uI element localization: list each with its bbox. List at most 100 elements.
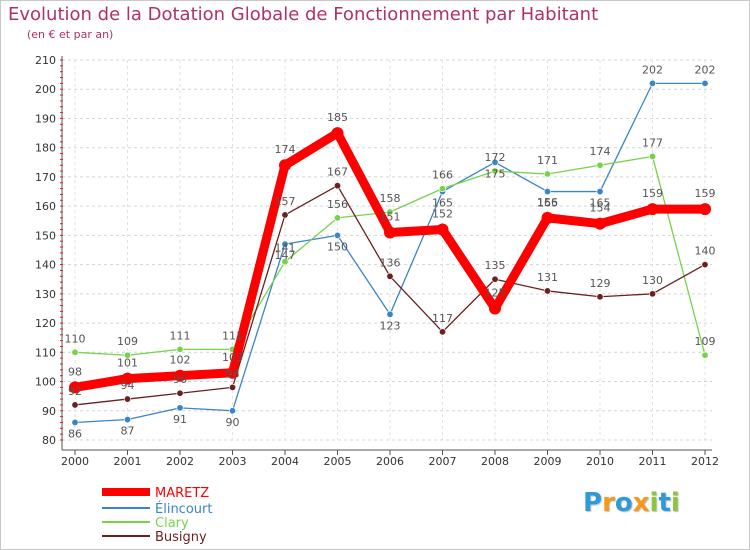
data-label-clary: 177 xyxy=(642,136,663,149)
data-label-busigny: 135 xyxy=(485,259,506,272)
y-tick-label: 200 xyxy=(35,83,56,96)
y-tick-label: 170 xyxy=(35,171,56,184)
data-point xyxy=(701,261,709,269)
data-point xyxy=(384,226,396,239)
data-point xyxy=(596,293,604,301)
data-point xyxy=(176,389,184,397)
data-label-busigny: 129 xyxy=(590,277,611,290)
data-point xyxy=(333,231,341,239)
data-point xyxy=(279,159,291,172)
data-label-elincourt: 165 xyxy=(432,197,453,210)
x-tick-label: 2000 xyxy=(61,455,89,468)
data-label-clary: 166 xyxy=(432,169,453,182)
y-tick-label: 120 xyxy=(35,317,56,330)
data-point xyxy=(491,167,499,175)
x-tick-label: 2002 xyxy=(166,455,194,468)
data-point xyxy=(438,328,446,336)
data-point xyxy=(596,161,604,169)
data-label-elincourt: 123 xyxy=(380,319,401,332)
x-tick-label: 2005 xyxy=(324,455,352,468)
x-tick-label: 2001 xyxy=(114,455,142,468)
data-point xyxy=(71,348,79,356)
data-label-clary: 172 xyxy=(485,151,506,164)
data-point xyxy=(333,214,341,222)
chart-title: Evolution de la Dotation Globale de Fonc… xyxy=(8,4,599,25)
y-tick-label: 130 xyxy=(35,288,56,301)
data-label-clary: 111 xyxy=(222,329,243,342)
data-point xyxy=(701,79,709,87)
data-point xyxy=(229,407,237,415)
logo-letter: o xyxy=(614,488,633,518)
data-label-maretz: 103 xyxy=(222,351,243,364)
y-tick-label: 80 xyxy=(42,434,56,447)
data-label-busigny: 167 xyxy=(327,166,348,179)
x-tick-label: 2010 xyxy=(586,455,614,468)
data-label-maretz: 156 xyxy=(537,196,558,209)
data-point xyxy=(69,381,81,394)
data-point xyxy=(281,211,289,219)
data-point xyxy=(331,127,344,140)
y-tick-label: 210 xyxy=(35,54,56,67)
legend-label: Élincourt xyxy=(155,501,212,517)
logo-letter: x xyxy=(632,488,650,518)
data-label-maretz: 151 xyxy=(380,210,401,223)
data-label-elincourt: 90 xyxy=(226,416,240,429)
data-label-maretz: 159 xyxy=(642,187,663,200)
y-tick-label: 160 xyxy=(35,200,56,213)
data-label-elincourt: 87 xyxy=(121,425,135,438)
x-tick-label: 2011 xyxy=(639,455,667,468)
data-point xyxy=(124,395,132,403)
data-label-maretz: 174 xyxy=(275,143,296,156)
data-label-busigny: 136 xyxy=(380,256,401,269)
data-point xyxy=(594,217,606,230)
x-tick-label: 2006 xyxy=(376,455,404,468)
data-label-clary: 141 xyxy=(275,242,296,255)
legend-label: MARETZ xyxy=(155,486,209,501)
data-label-busigny: 157 xyxy=(275,195,296,208)
y-tick-label: 110 xyxy=(35,346,56,359)
data-point xyxy=(491,158,499,166)
data-point xyxy=(281,240,289,248)
data-label-elincourt: 147 xyxy=(275,249,296,262)
data-point xyxy=(543,287,551,295)
legend-label: Busigny xyxy=(155,530,207,545)
data-label-clary: 110 xyxy=(65,332,86,345)
data-point xyxy=(386,272,394,280)
data-label-maretz: 185 xyxy=(327,111,348,124)
data-point xyxy=(386,208,394,216)
data-point xyxy=(226,366,239,379)
x-tick-label: 2012 xyxy=(691,455,719,468)
data-point xyxy=(229,383,237,391)
data-label-elincourt: 91 xyxy=(173,413,187,426)
data-point xyxy=(71,418,79,426)
proxiti-logo: Proxiti xyxy=(583,488,680,518)
x-tick-label: 2008 xyxy=(481,455,509,468)
chart-subtitle: (en € et par an) xyxy=(27,28,114,41)
data-label-busigny: 92 xyxy=(68,385,82,398)
data-point xyxy=(543,188,551,196)
y-tick-label: 180 xyxy=(35,142,56,155)
data-point xyxy=(648,152,656,160)
data-point xyxy=(174,369,186,382)
logo-letter: P xyxy=(583,488,603,518)
data-label-busigny: 98 xyxy=(226,367,240,380)
data-label-maretz: 154 xyxy=(590,202,611,215)
data-label-maretz: 101 xyxy=(117,357,138,370)
data-point xyxy=(124,351,132,359)
data-point xyxy=(281,258,289,266)
data-label-clary: 174 xyxy=(590,145,611,158)
data-label-busigny: 140 xyxy=(695,245,716,258)
data-label-clary: 156 xyxy=(327,198,348,211)
data-point xyxy=(176,404,184,412)
data-label-clary: 109 xyxy=(117,335,138,348)
data-point xyxy=(71,401,79,409)
data-point xyxy=(648,79,656,87)
data-label-clary: 111 xyxy=(170,329,191,342)
data-point xyxy=(333,182,341,190)
data-point xyxy=(648,290,656,298)
x-tick-label: 2009 xyxy=(534,455,562,468)
y-tick-label: 140 xyxy=(35,259,56,272)
x-tick-label: 2004 xyxy=(271,455,299,468)
logo-letter: t xyxy=(658,488,671,518)
